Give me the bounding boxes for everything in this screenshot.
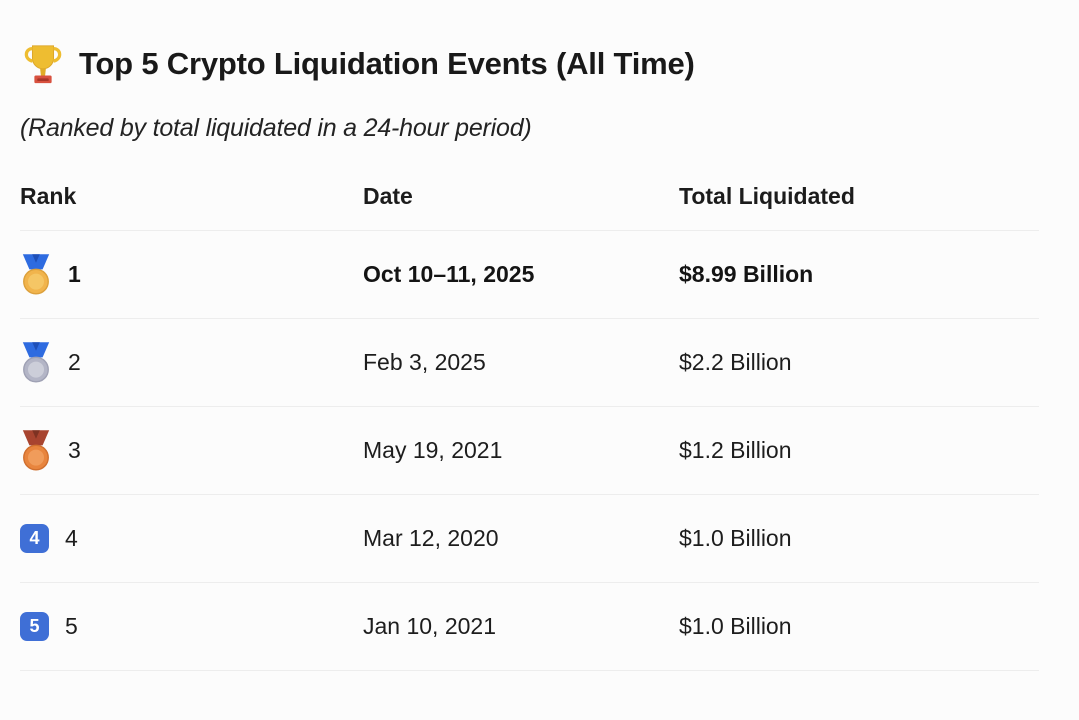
total-cell: $8.99 Billion <box>679 261 814 287</box>
date-cell: Jan 10, 2021 <box>363 613 497 639</box>
page-title: Top 5 Crypto Liquidation Events (All Tim… <box>79 46 695 81</box>
table-row: 3 May 19, 2021 $1.2 Billion <box>20 407 1039 495</box>
page: Top 5 Crypto Liquidation Events (All Tim… <box>20 38 1039 671</box>
date-cell: Oct 10–11, 2025 <box>363 261 535 287</box>
keycap-4-icon: 4 <box>20 524 49 553</box>
gold-medal-icon <box>20 253 52 297</box>
total-cell: $2.2 Billion <box>679 349 792 375</box>
rank-cell: 5 5 <box>20 612 363 641</box>
total-cell: $1.0 Billion <box>679 525 792 551</box>
silver-medal-icon <box>20 341 52 385</box>
table-row: 1 Oct 10–11, 2025 $8.99 Billion <box>20 231 1039 319</box>
column-header-date: Date <box>363 183 413 209</box>
total-cell: $1.0 Billion <box>679 613 792 639</box>
table-row: 5 5 Jan 10, 2021 $1.0 Billion <box>20 583 1039 671</box>
rank-number: 3 <box>68 437 81 463</box>
rank-cell: 1 <box>20 253 363 297</box>
date-cell: Mar 12, 2020 <box>363 525 499 551</box>
table-row: 4 4 Mar 12, 2020 $1.0 Billion <box>20 495 1039 583</box>
column-header-rank: Rank <box>20 183 77 209</box>
rank-number: 2 <box>68 349 81 375</box>
rank-number: 4 <box>65 525 78 551</box>
rank-number: 1 <box>68 261 81 287</box>
rank-cell: 2 <box>20 341 363 385</box>
table-header-row: Rank Date Total Liquidated <box>20 163 1039 231</box>
bronze-medal-icon <box>20 429 52 473</box>
page-header: Top 5 Crypto Liquidation Events (All Tim… <box>20 38 1039 90</box>
page-subtitle: (Ranked by total liquidated in a 24-hour… <box>20 114 532 142</box>
table-row: 2 Feb 3, 2025 $2.2 Billion <box>20 319 1039 407</box>
total-cell: $1.2 Billion <box>679 437 792 463</box>
keycap-5-icon: 5 <box>20 612 49 641</box>
column-header-total: Total Liquidated <box>679 183 855 209</box>
trophy-icon <box>20 41 66 87</box>
rank-number: 5 <box>65 613 78 639</box>
rank-cell: 3 <box>20 429 363 473</box>
date-cell: Feb 3, 2025 <box>363 349 486 375</box>
rank-cell: 4 4 <box>20 524 363 553</box>
liquidation-table: Rank Date Total Liquidated 1 Oct 10–11, … <box>20 163 1039 671</box>
date-cell: May 19, 2021 <box>363 437 503 463</box>
